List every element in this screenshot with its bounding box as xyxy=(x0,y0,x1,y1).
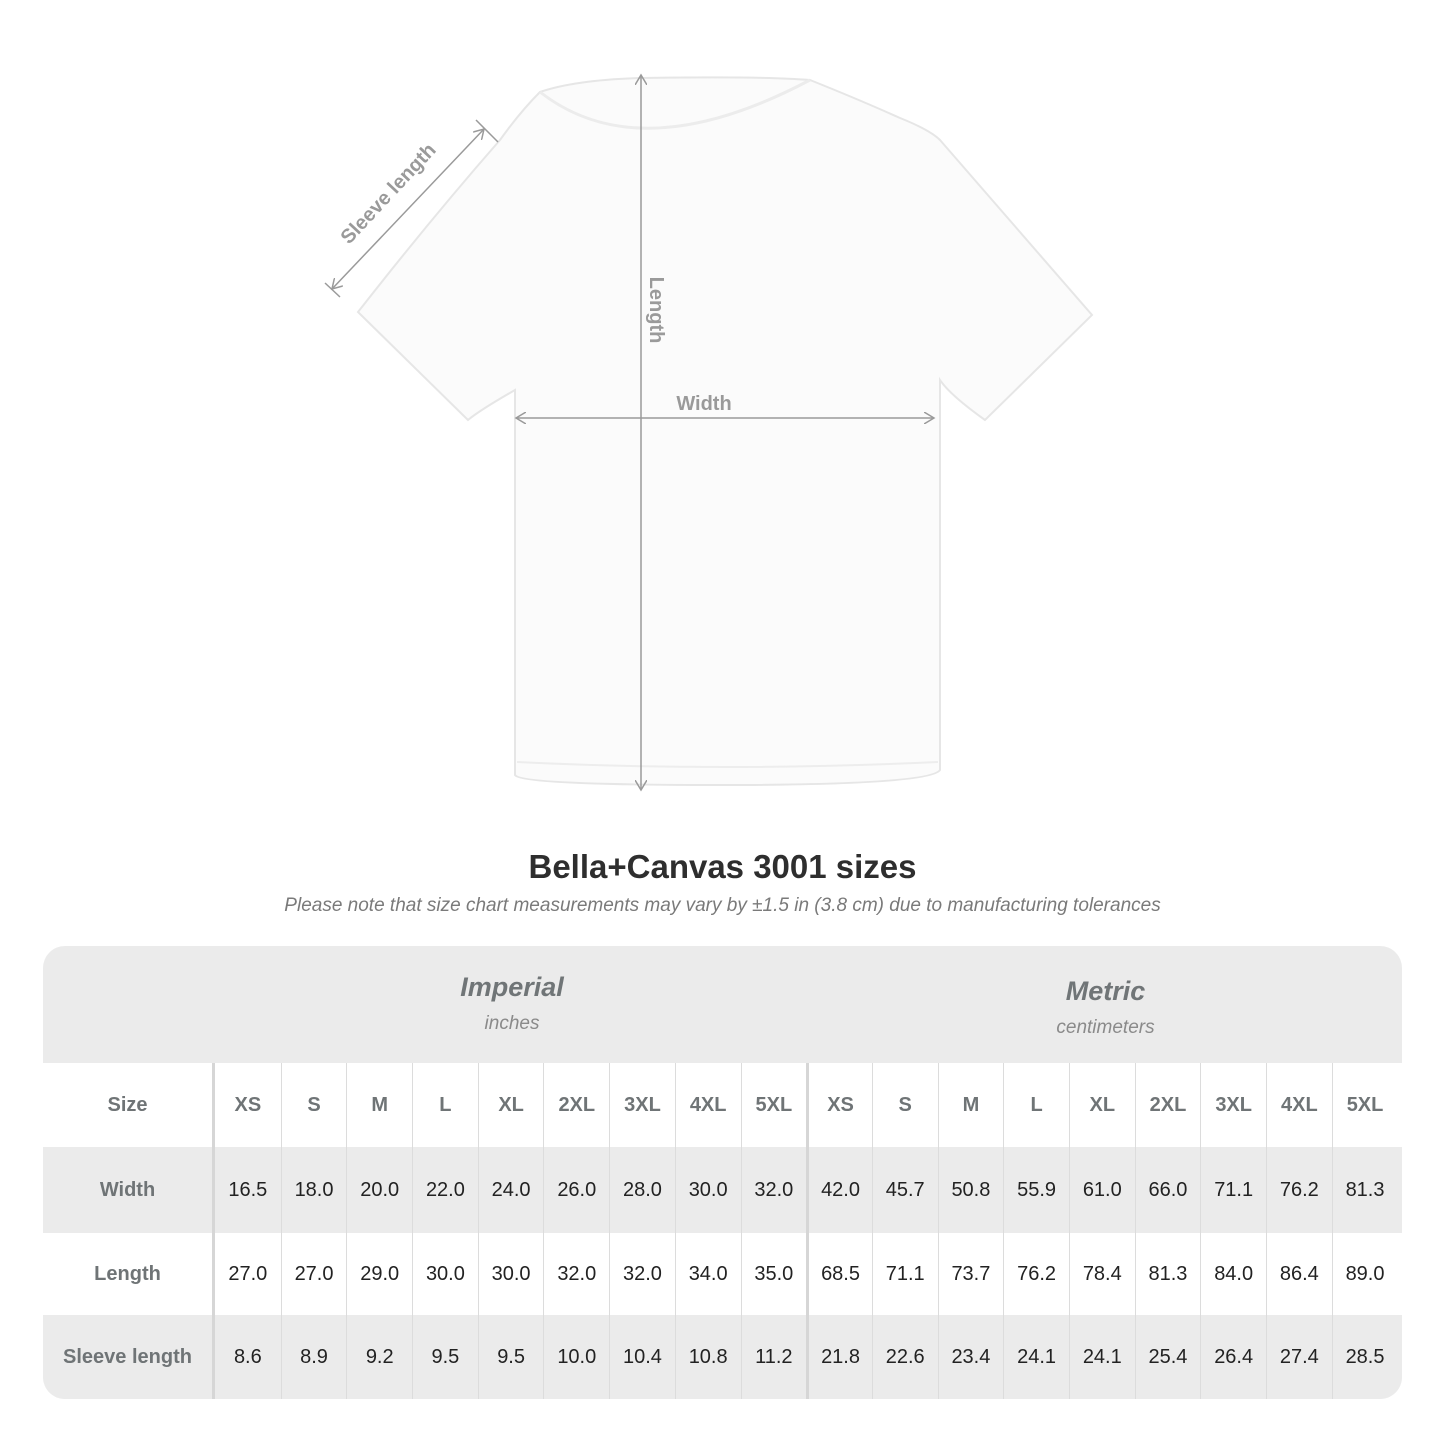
imperial-value-cell: 24.0 xyxy=(477,1147,544,1233)
imperial-value-cell: 22.0 xyxy=(412,1147,478,1233)
metric-value-cell: 22.6 xyxy=(871,1315,938,1399)
size-metric-header: XS xyxy=(806,1063,872,1147)
metric-value-cell: 66.0 xyxy=(1134,1147,1201,1233)
collar xyxy=(539,78,811,130)
imperial-header: Imperial inches xyxy=(215,946,809,1063)
sleeve-tick xyxy=(324,282,341,298)
metric-value-cell: 81.3 xyxy=(1331,1147,1398,1233)
metric-value-cell: 78.4 xyxy=(1068,1233,1135,1315)
size-metric-header: 2XL xyxy=(1134,1063,1201,1147)
imperial-value-cell: 9.5 xyxy=(477,1315,544,1399)
imperial-value-cell: 30.0 xyxy=(412,1233,478,1315)
imperial-value-cell: 35.0 xyxy=(740,1233,807,1315)
metric-value-cell: 24.1 xyxy=(1003,1315,1069,1399)
metric-value-cell: 50.8 xyxy=(937,1147,1004,1233)
metric-value-cell: 45.7 xyxy=(871,1147,938,1233)
imperial-value-cell: 18.0 xyxy=(280,1147,347,1233)
length-label: Length xyxy=(645,277,667,344)
size-metric-header: L xyxy=(1003,1063,1069,1147)
size-imperial-header: M xyxy=(346,1063,412,1147)
metric-value-cell: 89.0 xyxy=(1331,1233,1398,1315)
size-imperial-header: XL xyxy=(477,1063,544,1147)
imperial-value-cell: 27.0 xyxy=(280,1233,347,1315)
metric-header: Metric centimeters xyxy=(809,946,1402,1063)
imperial-value-cell: 32.0 xyxy=(543,1233,609,1315)
metric-value-cell: 28.5 xyxy=(1331,1315,1398,1399)
hem-line xyxy=(516,761,939,768)
imperial-value-cell: 28.0 xyxy=(609,1147,675,1233)
sleeve-tick xyxy=(475,119,499,143)
table-row: Sleeve length 8.6 8.9 9.2 9.5 9.5 10.0 10.4 10.8… xyxy=(43,1315,1402,1399)
metric-value-cell: 25.4 xyxy=(1134,1315,1201,1399)
imperial-value-cell: 8.6 xyxy=(233,1345,262,1368)
width-label: Width xyxy=(676,393,731,415)
row-label: Length xyxy=(43,1233,215,1315)
metric-title: Metric xyxy=(1065,976,1146,1006)
metric-value-cell: 76.2 xyxy=(1266,1147,1332,1233)
tshirt-diagram: Sleeve length Length Width xyxy=(324,0,1094,820)
imperial-value-cell: 8.9 xyxy=(280,1315,347,1399)
row-label: Size xyxy=(43,1063,215,1147)
size-imperial-header: 2XL xyxy=(543,1063,609,1147)
metric-value-cell: 73.7 xyxy=(937,1233,1004,1315)
imperial-value-cell: 9.2 xyxy=(346,1315,412,1399)
table-row: Width 16.5 18.0 20.0 22.0 24.0 26.0 28.0 30.0 32.… xyxy=(43,1147,1402,1233)
metric-value-cell: 71.1 xyxy=(1200,1147,1266,1233)
row-label: Width xyxy=(43,1147,215,1233)
imperial-value-cell: 16.5 xyxy=(228,1178,268,1201)
size-header-row: Size XS S M L XL 2XL 3XL 4XL 5XL XS S M L XL 2XL 3XL 4XL 5… xyxy=(43,1063,1402,1147)
size-metric-header: 3XL xyxy=(1200,1063,1266,1147)
metric-value-cell: 55.9 xyxy=(1003,1147,1069,1233)
metric-unit: centimeters xyxy=(1056,1017,1155,1038)
metric-value-cell: 24.1 xyxy=(1068,1315,1135,1399)
size-metric-header: 5XL xyxy=(1331,1063,1398,1147)
metric-value-cell: 81.3 xyxy=(1134,1233,1201,1315)
metric-value-cell: 84.0 xyxy=(1200,1233,1266,1315)
size-metric-header: XL xyxy=(1068,1063,1135,1147)
imperial-value-cell: 10.0 xyxy=(543,1315,609,1399)
size-imperial-header: XS xyxy=(234,1093,262,1116)
imperial-value-cell: 10.8 xyxy=(674,1315,741,1399)
imperial-value-cell: 11.2 xyxy=(740,1315,807,1399)
size-table: Imperial inches Metric centimeters Size X… xyxy=(43,946,1402,1399)
tshirt-shape xyxy=(356,76,1094,787)
metric-value-cell: 21.8 xyxy=(806,1315,872,1399)
metric-value-cell: 86.4 xyxy=(1266,1233,1332,1315)
metric-value-cell: 68.5 xyxy=(806,1233,872,1315)
metric-value-cell: 26.4 xyxy=(1200,1315,1266,1399)
metric-value-cell: 71.1 xyxy=(871,1233,938,1315)
size-imperial-header: S xyxy=(280,1063,347,1147)
imperial-value-cell: 32.0 xyxy=(609,1233,675,1315)
imperial-title: Imperial xyxy=(460,972,564,1002)
size-metric-header: 4XL xyxy=(1266,1063,1332,1147)
imperial-value-cell: 10.4 xyxy=(609,1315,675,1399)
size-metric-header: S xyxy=(871,1063,938,1147)
size-imperial-header: 4XL xyxy=(674,1063,741,1147)
metric-value-cell: 27.4 xyxy=(1266,1315,1332,1399)
size-metric-header: M xyxy=(937,1063,1004,1147)
imperial-unit: inches xyxy=(484,1013,540,1034)
imperial-value-cell: 34.0 xyxy=(674,1233,741,1315)
size-imperial-header: 5XL xyxy=(740,1063,807,1147)
page-title: Bella+Canvas 3001 sizes xyxy=(528,848,917,885)
imperial-value-cell: 29.0 xyxy=(346,1233,412,1315)
imperial-value-cell: 26.0 xyxy=(543,1147,609,1233)
sleeve-arrow xyxy=(332,129,484,289)
metric-value-cell: 61.0 xyxy=(1068,1147,1135,1233)
imperial-value-cell: 30.0 xyxy=(477,1233,544,1315)
imperial-value-cell: 30.0 xyxy=(674,1147,741,1233)
metric-value-cell: 76.2 xyxy=(1003,1233,1069,1315)
size-imperial-header: 3XL xyxy=(609,1063,675,1147)
imperial-value-cell: 20.0 xyxy=(346,1147,412,1233)
metric-value-cell: 42.0 xyxy=(806,1147,872,1233)
imperial-value-cell: 32.0 xyxy=(740,1147,807,1233)
size-imperial-header: L xyxy=(412,1063,478,1147)
imperial-value-cell: 9.5 xyxy=(412,1315,478,1399)
tolerance-note: Please note that size chart measurements… xyxy=(284,895,1161,916)
row-label: Sleeve length xyxy=(43,1315,215,1399)
table-row: Length 27.0 27.0 29.0 30.0 30.0 32.0 32.0 34.0 35… xyxy=(43,1233,1402,1315)
metric-value-cell: 23.4 xyxy=(937,1315,1004,1399)
imperial-value-cell: 27.0 xyxy=(228,1262,268,1285)
